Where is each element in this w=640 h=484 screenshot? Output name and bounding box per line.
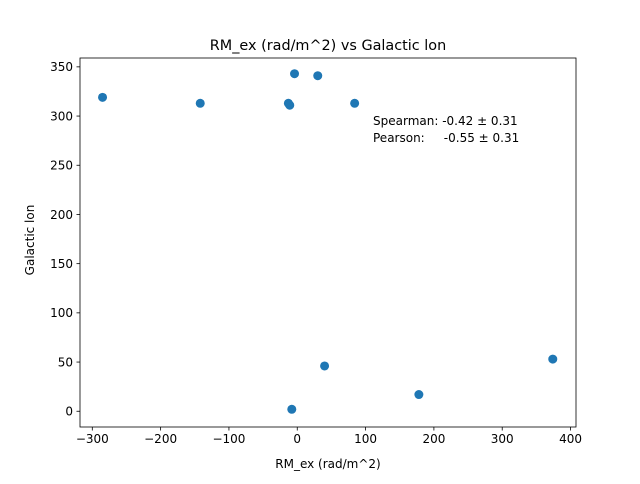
y-tick-label: 150 (50, 257, 73, 271)
data-point (290, 69, 300, 79)
y-axis: 0 50 100 150 200 250 300 350 (50, 60, 80, 419)
x-tick-label: 100 (354, 432, 377, 446)
y-tick-label: 350 (50, 60, 73, 74)
x-tick-label: 0 (293, 432, 301, 446)
plot-area (79, 57, 577, 428)
x-tick-label: 200 (422, 432, 445, 446)
data-points (98, 69, 558, 414)
y-tick-label: 0 (65, 405, 73, 419)
y-tick-label: 200 (50, 208, 73, 222)
x-tick-label: −100 (212, 432, 245, 446)
x-tick-label: 400 (559, 432, 582, 446)
y-axis-label: Galactic lon (23, 205, 37, 276)
pearson-annotation: Pearson: -0.55 ± 0.31 (373, 131, 519, 145)
data-point (350, 98, 360, 108)
data-point (414, 390, 424, 400)
y-tick-label: 250 (50, 159, 73, 173)
y-tick-label: 50 (58, 355, 73, 369)
data-point (548, 354, 558, 364)
data-point (98, 92, 108, 102)
x-tick-label: −200 (144, 432, 177, 446)
chart-title: RM_ex (rad/m^2) vs Galactic lon (210, 38, 446, 54)
data-point (320, 361, 330, 371)
x-axis: −300 −200 −100 0 100 200 300 400 (76, 427, 582, 446)
plot-frame (79, 57, 577, 428)
data-point (313, 71, 323, 81)
data-point (287, 404, 297, 414)
x-axis-label: RM_ex (rad/m^2) (275, 457, 380, 471)
data-point (195, 98, 205, 108)
x-tick-label: −300 (76, 432, 109, 446)
y-tick-label: 300 (50, 109, 73, 123)
data-point (285, 100, 295, 110)
y-tick-label: 100 (50, 306, 73, 320)
x-tick-label: 300 (491, 432, 514, 446)
spearman-annotation: Spearman: -0.42 ± 0.31 (373, 114, 518, 128)
